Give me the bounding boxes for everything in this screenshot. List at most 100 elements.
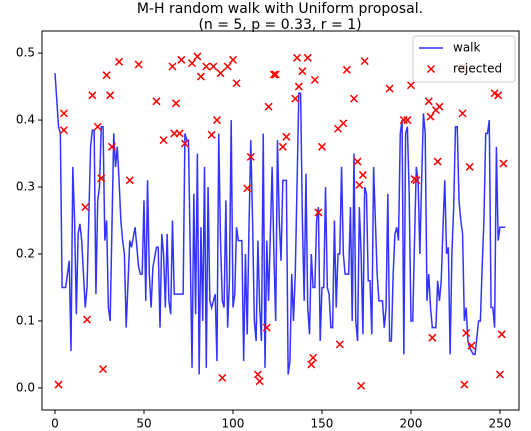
rejected-marker [307, 360, 316, 369]
rejected-marker [339, 119, 348, 128]
rejected-marker [317, 142, 327, 151]
x-tick-label: 100 [222, 417, 245, 431]
y-tick-label: 0.1 [16, 313, 35, 327]
rejected-marker [465, 162, 474, 171]
rejected-marker [253, 370, 262, 379]
rejected-marker [353, 157, 362, 166]
walk-line [54, 73, 506, 375]
rejected-marker [207, 130, 216, 139]
rejected-marker [59, 126, 68, 135]
rejected-marker [342, 65, 351, 74]
rejected-marker [271, 70, 280, 79]
rejected-marker [102, 71, 111, 80]
rejected-marker [107, 142, 116, 151]
rejected-marker [264, 102, 273, 111]
rejected-marker [168, 62, 177, 71]
x-tick-label: 250 [489, 417, 512, 431]
rejected-marker [298, 67, 307, 76]
rejected-marker [349, 94, 359, 103]
y-tick-label: 0.3 [16, 180, 35, 194]
x-tick-label: 200 [400, 417, 423, 431]
rejected-marker [54, 380, 63, 389]
rejected-marker [202, 62, 211, 71]
rejected-marker [458, 109, 467, 118]
rejected-marker [357, 381, 366, 390]
rejected-marker [460, 380, 469, 389]
rejected-marker [93, 122, 102, 131]
rejected-marker [406, 81, 415, 90]
rejected-marker [106, 91, 115, 100]
rejected-marker [428, 333, 437, 342]
legend-label: rejected [453, 62, 502, 76]
rejected-marker [385, 84, 394, 93]
rejected-marker [309, 353, 318, 362]
rejected-marker [193, 52, 202, 61]
rejected-marker [310, 75, 319, 84]
rejected-marker [188, 59, 197, 68]
rejected-marker [218, 373, 227, 382]
rejected-marker [115, 57, 124, 66]
rejected-marker [196, 72, 205, 81]
rejected-marker [303, 53, 312, 62]
rejected-marker [467, 341, 476, 350]
legend-label: walk [453, 41, 481, 55]
rejected-marker [171, 99, 181, 108]
rejected-marker [159, 136, 168, 145]
rejected-marker [495, 370, 504, 379]
rejected-marker [355, 180, 364, 190]
y-tick-label: 0.4 [16, 113, 35, 127]
rejected-marker [291, 94, 300, 103]
rejected-marker [88, 91, 97, 100]
rejected-marker [212, 116, 221, 125]
rejected-marker [209, 62, 218, 71]
rejected-marker [255, 377, 264, 386]
rejected-marker [152, 97, 161, 106]
legend: walk rejected [412, 35, 516, 83]
rejected-marker [358, 170, 367, 179]
plot-frame [41, 30, 520, 411]
rejected-marker [278, 142, 287, 151]
rejected-marker [433, 157, 442, 166]
rejected-marker [134, 60, 143, 69]
y-tick-label: 0.0 [16, 380, 35, 394]
rejected-marker [497, 330, 506, 339]
rejected-marker [293, 53, 302, 62]
rejected-marker [335, 340, 344, 349]
rejected-marker [223, 62, 232, 71]
rejected-marker [424, 97, 433, 106]
rejected-marker [403, 116, 412, 125]
chart-subtitle: (n = 5, p = 0.33, r = 1) [198, 17, 361, 33]
rejected-marker [177, 55, 186, 64]
rejected-marker [262, 323, 271, 332]
x-tick-label: 0 [51, 417, 59, 431]
rejected-marker [435, 102, 444, 111]
rejected-marker [82, 315, 92, 324]
rejected-marker [499, 159, 508, 168]
x-tick-label: 150 [311, 417, 334, 431]
rejected-marker [282, 132, 291, 141]
rejected-marker [243, 184, 252, 193]
x-tick-label: 50 [136, 417, 151, 431]
rejected-marker [99, 365, 108, 374]
rejected-marker [59, 109, 68, 118]
legend-swatch [426, 64, 436, 74]
rejected-marker [360, 57, 369, 66]
rejected-marker [180, 139, 189, 148]
rejected-marker [125, 176, 134, 185]
rejected-marker [175, 129, 184, 138]
rejected-marker [294, 82, 303, 91]
y-tick-label: 0.5 [16, 46, 35, 60]
rejected-marker [412, 176, 421, 185]
rejected-marker [426, 112, 435, 121]
rejected-marker [97, 174, 106, 183]
rejected-marker [216, 69, 225, 78]
rejected-marker [269, 70, 278, 79]
rejected-marker [399, 116, 408, 125]
rejected-marker [228, 55, 238, 64]
rejected-marker [81, 203, 90, 212]
rejected-marker [462, 328, 471, 338]
rejected-marker [494, 91, 503, 100]
rejected-marker [232, 79, 241, 88]
y-tick-label: 0.2 [16, 246, 35, 260]
